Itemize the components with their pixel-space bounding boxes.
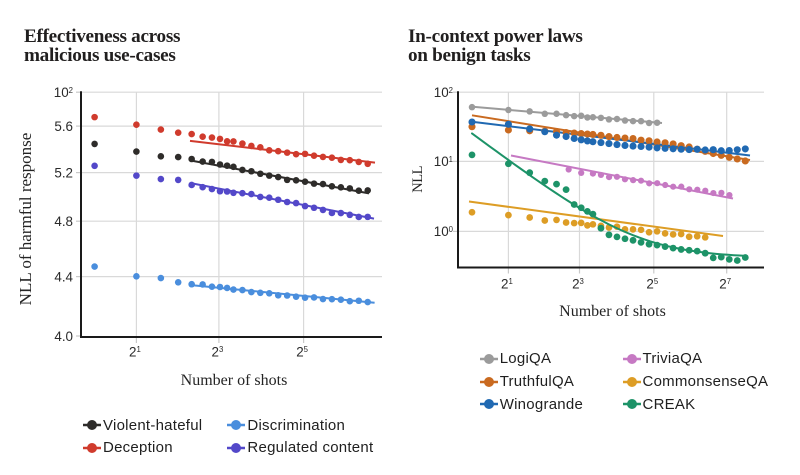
svg-text:23: 23 xyxy=(572,276,584,291)
svg-text:25: 25 xyxy=(646,276,658,291)
svg-text:Number of shots: Number of shots xyxy=(181,372,288,389)
svg-text:NLL: NLL xyxy=(410,166,426,193)
svg-text:5.6: 5.6 xyxy=(54,119,73,134)
svg-text:5.2: 5.2 xyxy=(54,165,73,180)
svg-text:4.8: 4.8 xyxy=(54,214,73,229)
svg-text:21: 21 xyxy=(501,276,513,291)
svg-text:101: 101 xyxy=(434,154,453,169)
svg-text:100: 100 xyxy=(434,224,454,239)
svg-text:25: 25 xyxy=(296,344,308,359)
svg-text:21: 21 xyxy=(129,344,141,359)
svg-text:4.4: 4.4 xyxy=(54,269,73,284)
svg-text:NLL of harmful response: NLL of harmful response xyxy=(16,133,35,306)
svg-text:Number of shots: Number of shots xyxy=(559,303,666,320)
svg-text:23: 23 xyxy=(212,344,224,359)
svg-text:102: 102 xyxy=(434,85,453,100)
svg-text:4.0: 4.0 xyxy=(54,329,73,344)
svg-text:27: 27 xyxy=(719,276,731,291)
svg-text:102: 102 xyxy=(54,85,73,100)
